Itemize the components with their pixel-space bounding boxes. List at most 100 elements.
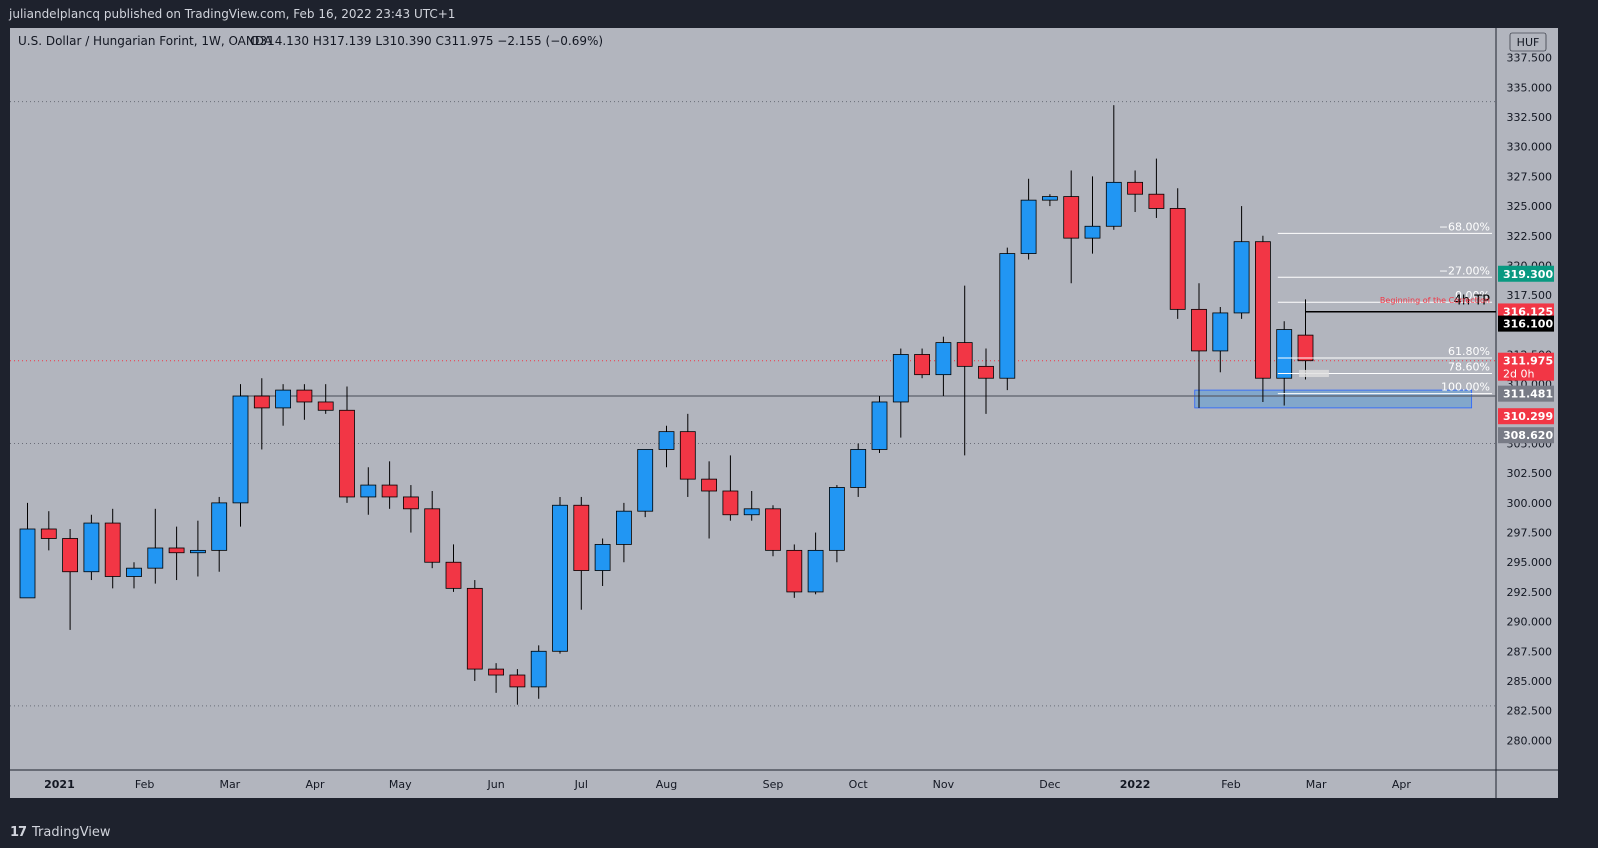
price-tag <box>1498 303 1554 320</box>
x-tick-label: Feb <box>1221 778 1240 791</box>
candle-body <box>83 522 100 573</box>
candle-body <box>168 547 185 554</box>
candle-body <box>339 409 355 498</box>
price-tag-label: 310.299 <box>1503 410 1553 423</box>
y-tick-label: 290.000 <box>1507 616 1553 629</box>
x-tick-label: Aug <box>656 778 677 791</box>
candle-body <box>1191 308 1207 352</box>
candle-body <box>594 544 611 571</box>
candle-body <box>253 395 270 409</box>
fib-marker-box <box>1299 369 1329 378</box>
y-tick-label: 300.000 <box>1507 497 1553 510</box>
candle-body <box>232 395 249 504</box>
x-tick-label: Apr <box>1392 778 1412 791</box>
candle-body <box>679 431 696 480</box>
candle-body <box>1105 181 1122 227</box>
x-tick-label: Nov <box>933 778 955 791</box>
fib-level-label: −27.00% <box>1439 264 1490 277</box>
y-tick-label: 302.500 <box>1507 467 1553 480</box>
price-tag <box>1498 385 1554 402</box>
candle-body <box>275 389 292 409</box>
candle-body <box>189 549 206 554</box>
candle-body <box>445 561 462 589</box>
candle-body <box>1063 196 1080 239</box>
candle-body <box>509 674 526 688</box>
candle-body <box>829 487 845 551</box>
price-tag-label: 319.300 <box>1503 268 1553 281</box>
y-tick-label: 295.000 <box>1507 556 1553 569</box>
candle-body <box>701 478 717 492</box>
candle-body <box>765 508 781 551</box>
candle-body <box>552 504 568 652</box>
footer-bar: 17 TradingView <box>0 818 1598 848</box>
x-tick-label: Jul <box>574 778 588 791</box>
candle-body <box>978 365 994 379</box>
y-tick-label: 282.500 <box>1507 705 1553 718</box>
x-tick-label: Oct <box>849 778 869 791</box>
x-tick-label: Jun <box>487 778 505 791</box>
price-tag-countdown: 2d 0h <box>1503 368 1534 381</box>
demand-zone <box>1194 389 1473 409</box>
candle-body <box>1042 196 1058 201</box>
x-tick-label: Dec <box>1039 778 1060 791</box>
x-tick-label: May <box>389 778 412 791</box>
y-tick-label: 297.500 <box>1507 527 1553 540</box>
currency-badge <box>1509 32 1547 52</box>
fib-level-label: 100.00% <box>1441 381 1490 394</box>
x-tick-label: Apr <box>306 778 326 791</box>
published-text: juliandelplancq published on TradingView… <box>9 7 456 21</box>
candle-body <box>1127 181 1143 195</box>
price-tag-label: 311.975 <box>1503 355 1553 368</box>
correction-label: Beginning of the Correction <box>1380 296 1490 305</box>
tradingview-logo-icon[interactable]: 17 <box>10 825 27 840</box>
fib-level-label: −68.00% <box>1439 220 1490 233</box>
candle-body <box>999 253 1016 379</box>
price-tag <box>1498 315 1554 332</box>
candle-body <box>722 490 739 516</box>
candle-body <box>530 650 547 688</box>
x-tick-label: Mar <box>1306 778 1327 791</box>
x-tick-label: 2022 <box>1120 778 1151 791</box>
tp-label: 4h TP <box>1454 294 1491 309</box>
candle-body <box>402 496 419 510</box>
currency-label: HUF <box>1517 36 1540 49</box>
candle-body <box>1169 208 1186 310</box>
candle-body <box>850 449 867 488</box>
y-tick-label: 327.500 <box>1507 170 1553 183</box>
price-tag-label: 311.481 <box>1503 388 1553 401</box>
x-tick-label: Mar <box>219 778 240 791</box>
chart-title: U.S. Dollar / Hungarian Forint, 1W, OAND… <box>18 34 273 48</box>
candle-body <box>381 484 398 498</box>
price-tag <box>1498 265 1554 282</box>
candle-body <box>40 528 57 539</box>
candle-body <box>488 668 505 676</box>
y-tick-label: 317.500 <box>1507 289 1553 302</box>
candle-body <box>786 549 803 593</box>
candle-body <box>104 522 121 577</box>
y-tick-label: 337.500 <box>1507 52 1553 65</box>
candle-body <box>466 587 483 670</box>
price-tag-label: 308.620 <box>1503 429 1553 442</box>
candle-body <box>1084 225 1101 239</box>
y-tick-label: 292.500 <box>1507 586 1553 599</box>
candle-body <box>956 342 973 367</box>
ohlc-readout: O314.130 H317.139 L310.390 C311.975 −2.1… <box>250 34 603 48</box>
fib-level-label: 78.60% <box>1448 360 1490 373</box>
x-tick-label: 2021 <box>44 778 75 791</box>
candle-body <box>1020 199 1037 254</box>
candle-body <box>360 484 377 498</box>
candle-body <box>743 508 760 516</box>
price-tag-label: 316.100 <box>1503 318 1553 331</box>
y-tick-label: 325.000 <box>1507 200 1553 213</box>
candle-body <box>935 342 952 376</box>
candle-body <box>807 549 824 593</box>
y-tick-label: 287.500 <box>1507 645 1553 658</box>
y-tick-label: 280.000 <box>1507 734 1553 747</box>
price-tag <box>1498 427 1554 444</box>
candle-body <box>573 504 590 571</box>
candle-body <box>62 538 78 573</box>
candle-body <box>147 547 164 569</box>
brand-name[interactable]: TradingView <box>32 825 111 840</box>
candle-body <box>658 431 675 450</box>
